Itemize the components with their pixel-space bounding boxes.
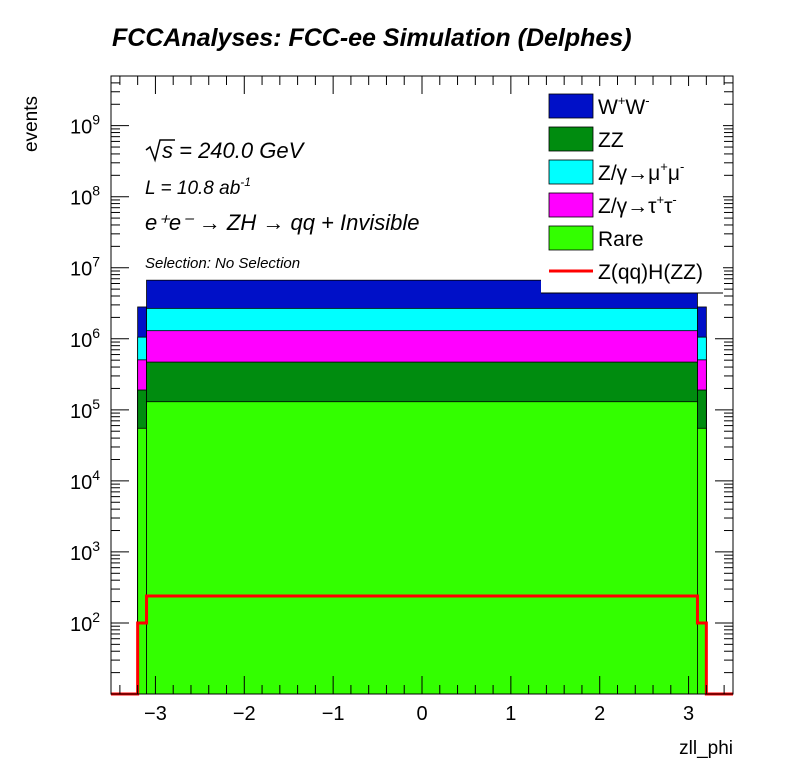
stacked-bars <box>137 279 707 695</box>
chart-title: FCCAnalyses: FCC-ee Simulation (Delphes) <box>112 24 632 52</box>
x-tick-label: −2 <box>233 703 256 725</box>
legend-text: Z/γ→τ <box>598 195 657 218</box>
legend-item-ZZ: ZZ <box>548 126 624 152</box>
legend-item-WW: W+W- <box>548 93 650 119</box>
x-tick-label: 3 <box>683 703 694 725</box>
legend-sup: + <box>618 93 626 108</box>
sqrt-symbol <box>145 139 175 163</box>
y-tick-label: 108 <box>70 183 100 210</box>
y-tick-base: 10 <box>70 472 92 494</box>
y-tick-exp: 4 <box>92 467 100 483</box>
legend-text: Rare <box>598 228 644 251</box>
legend-text: ZZ <box>598 129 624 152</box>
legend-swatch-WW <box>548 93 594 119</box>
y-tick-label: 107 <box>70 254 100 281</box>
legend-text: τ <box>664 195 673 218</box>
y-tick-exp: 5 <box>92 396 100 412</box>
signal-step-path <box>111 594 733 696</box>
y-tick-exp: 3 <box>92 538 100 554</box>
legend-item-Ztautau: Z/γ→τ+τ- <box>548 192 677 218</box>
legend-label-signal: Z(qq)H(ZZ) <box>598 261 703 284</box>
legend-label-WW: W+W- <box>598 93 650 119</box>
y-tick-label: 103 <box>70 538 100 565</box>
legend-sup: + <box>660 159 668 174</box>
legend-text: W <box>598 96 618 119</box>
y-tick-exp: 8 <box>92 183 100 199</box>
y-tick-base: 10 <box>70 330 92 352</box>
legend-swatch-ZZ <box>548 126 594 152</box>
legend-sup: - <box>672 192 676 207</box>
legend-sup: - <box>645 93 649 108</box>
x-tick-label: 2 <box>594 703 605 725</box>
x-axis: −3 −2 −1 0 1 2 3 <box>119 76 725 725</box>
y-tick-base: 10 <box>70 543 92 565</box>
lumi-label: L = 10.8 ab-1 <box>145 175 251 199</box>
x-tick-label: −3 <box>144 703 167 725</box>
legend-text: μ <box>668 162 680 185</box>
y-tick-exp: 7 <box>92 254 100 270</box>
y-tick-label: 104 <box>70 467 100 494</box>
y-tick-base: 10 <box>70 614 92 636</box>
y-tick-exp: 6 <box>92 325 100 341</box>
legend-text: Z(qq)H(ZZ) <box>598 261 703 284</box>
legend-swatch-Ztautau <box>548 192 594 218</box>
legend-item-signal: Z(qq)H(ZZ) <box>549 261 703 284</box>
legend-swatch-Zmumu <box>548 159 594 185</box>
legend-item-Zmumu: Z/γ→μ+μ- <box>548 159 684 185</box>
legend-item-Rare: Rare <box>548 225 644 251</box>
legend-label-Ztautau: Z/γ→τ+τ- <box>598 192 677 218</box>
y-axis-label: events <box>21 96 42 152</box>
energy-annotation: s = 240.0 GeV <box>145 138 306 163</box>
selection-label: Selection: No Selection <box>145 255 300 272</box>
x-tick-label: 1 <box>505 703 516 725</box>
legend-label-Rare: Rare <box>598 228 644 251</box>
process-label: e⁺e⁻ → ZH → qq + Invisible <box>145 210 420 235</box>
y-tick-exp: 9 <box>92 112 100 128</box>
y-tick-base: 10 <box>70 117 92 139</box>
legend-swatch-Rare <box>548 225 594 251</box>
legend-box <box>541 86 723 293</box>
x-tick-label: −1 <box>322 703 345 725</box>
legend-sup: - <box>680 159 684 174</box>
y-tick-base: 10 <box>70 259 92 281</box>
legend-sup: + <box>656 192 664 207</box>
y-tick-base: 10 <box>70 401 92 423</box>
x-axis-label: zll_phi <box>679 738 733 759</box>
legend-label-ZZ: ZZ <box>598 129 624 152</box>
signal-line <box>111 594 733 696</box>
y-tick-label: 109 <box>70 112 100 139</box>
y-tick-exp: 2 <box>92 609 100 625</box>
legend-text: W <box>625 96 645 119</box>
y-tick-label: 102 <box>70 609 100 636</box>
energy-label: s = 240.0 GeV <box>162 138 306 163</box>
y-tick-label: 106 <box>70 325 100 352</box>
legend-text: Z/γ→μ <box>598 162 660 185</box>
bar-Rare-bin-2 <box>146 401 698 695</box>
y-tick-label: 105 <box>70 396 100 423</box>
x-tick-label: 0 <box>416 703 427 725</box>
y-tick-base: 10 <box>70 188 92 210</box>
legend-label-Zmumu: Z/γ→μ+μ- <box>598 159 684 185</box>
